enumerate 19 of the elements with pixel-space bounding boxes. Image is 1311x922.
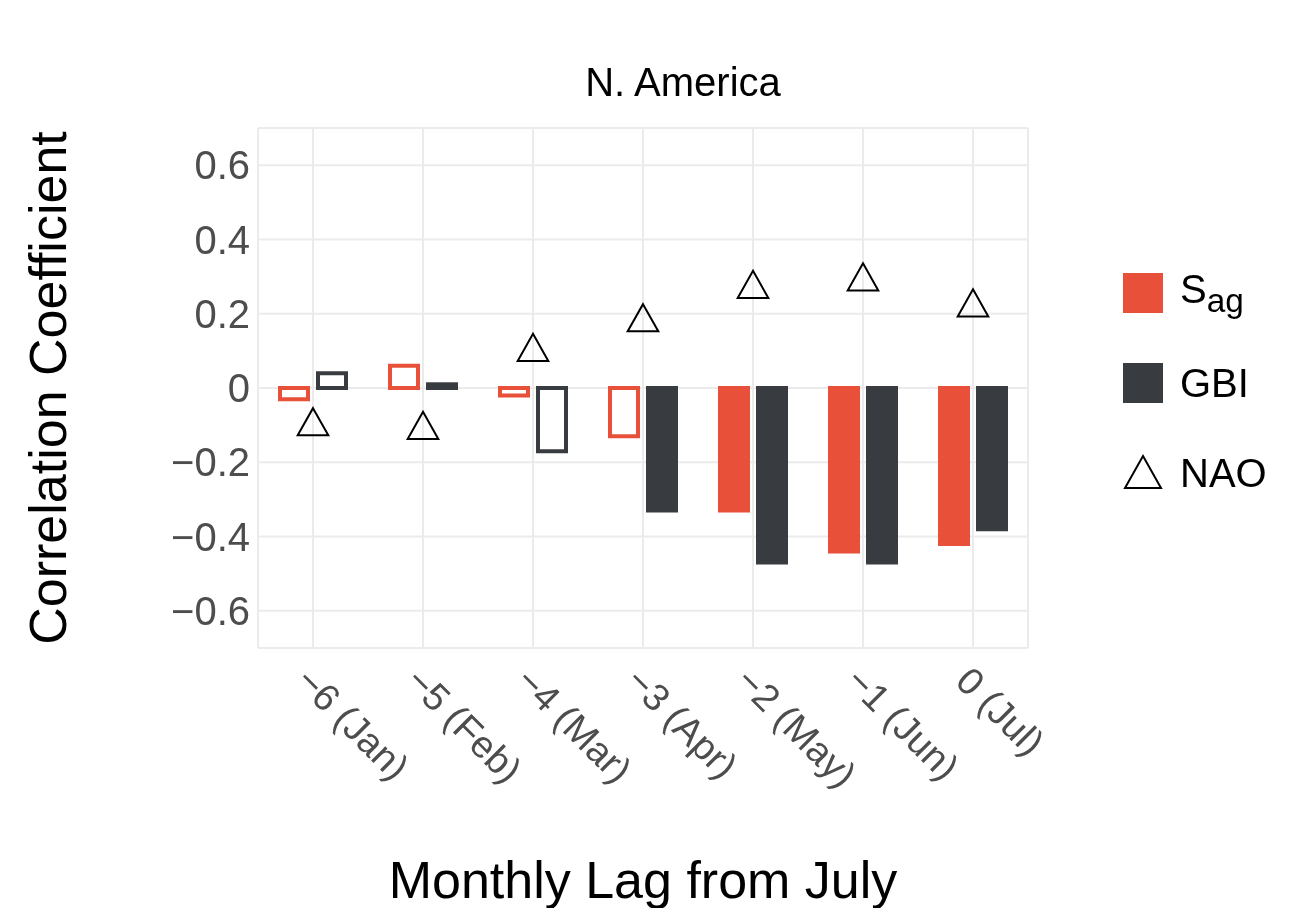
y-tick-label: 0.4 (194, 217, 250, 262)
y-tick-label: −0.2 (171, 440, 250, 485)
legend-label: S$_{ag}$ (1180, 266, 1244, 320)
y-tick-label: 0 (227, 366, 250, 411)
legend-label: GBI (1180, 360, 1249, 406)
chart-title: N. America (584, 60, 782, 105)
point (406, 410, 440, 441)
point (296, 407, 330, 437)
point (626, 303, 660, 333)
point (846, 262, 880, 292)
y-axis-title: Correlation Coefficient (19, 130, 78, 645)
y-tick-label: 0.6 (194, 143, 250, 188)
legend-label: NAO (1180, 450, 1267, 496)
point (956, 288, 990, 318)
y-tick-label: −0.6 (171, 589, 250, 634)
point (516, 332, 550, 363)
y-tick-label: 0.2 (194, 291, 250, 336)
point (736, 269, 770, 299)
y-tick-label: −0.4 (171, 514, 250, 559)
